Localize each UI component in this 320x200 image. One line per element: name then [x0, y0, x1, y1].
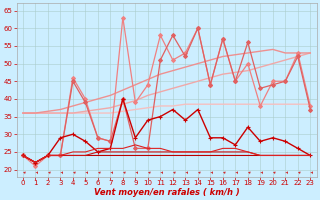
- X-axis label: Vent moyen/en rafales ( km/h ): Vent moyen/en rafales ( km/h ): [94, 188, 239, 197]
